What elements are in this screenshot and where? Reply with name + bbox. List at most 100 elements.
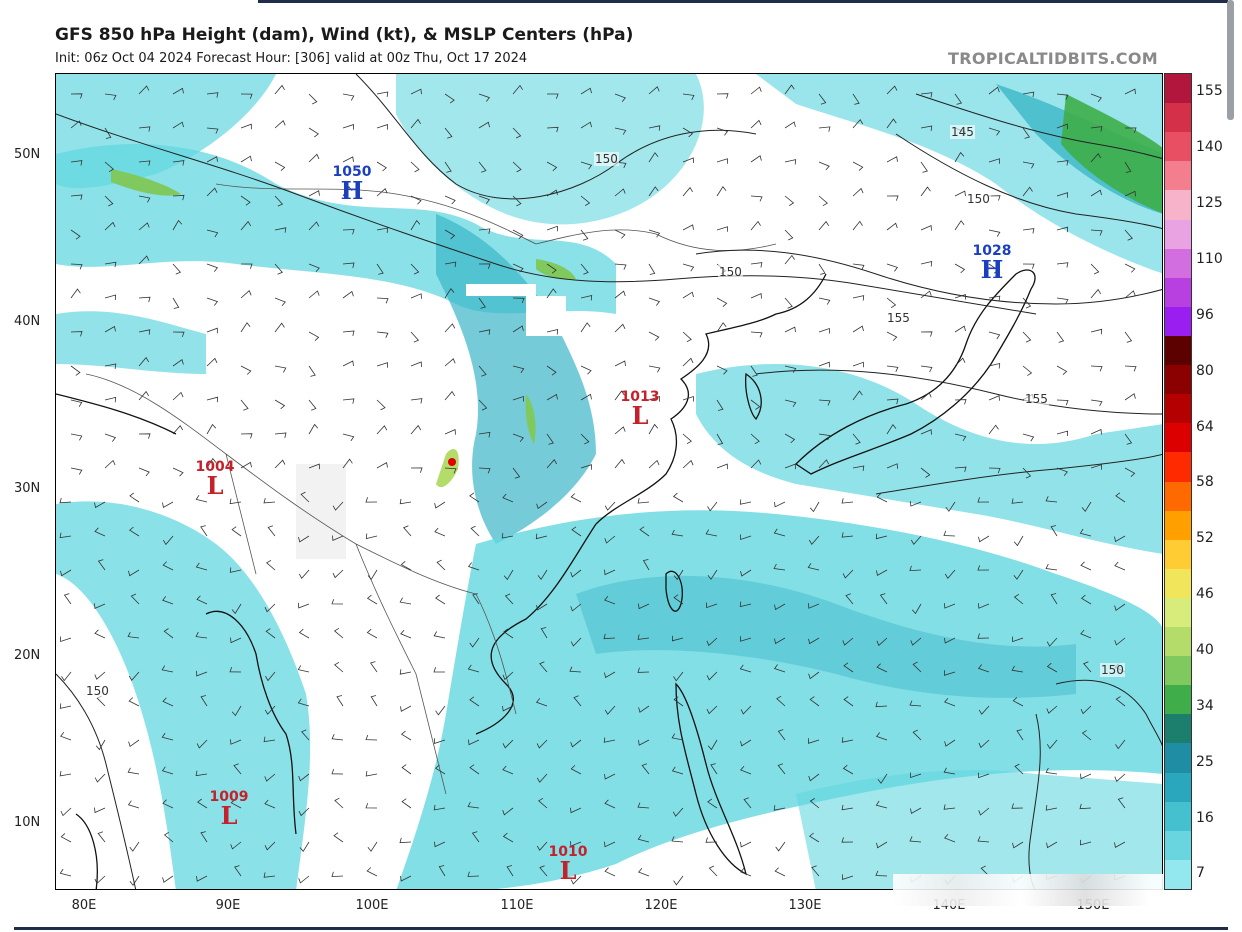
wind-barb (410, 219, 421, 231)
wind-barb (163, 831, 174, 843)
wind-barb (60, 732, 72, 741)
weather-map[interactable] (55, 73, 1163, 890)
wind-barb (920, 186, 931, 197)
wind-barb (852, 263, 865, 270)
colorbar-label: 125 (1196, 195, 1223, 211)
wind-barb (943, 804, 956, 810)
wind-barb (841, 804, 854, 811)
wind-barb (1045, 496, 1058, 503)
wind-barb (773, 805, 786, 811)
wind-barb (138, 356, 150, 367)
wind-barb (988, 295, 1001, 302)
wind-barb (274, 432, 287, 438)
wind-barb (1124, 190, 1136, 197)
wind-barb (400, 629, 412, 639)
wind-barb (920, 429, 932, 435)
wind-barb (365, 734, 378, 741)
wind-barb (410, 88, 422, 95)
wind-barb (1056, 399, 1069, 406)
wind-barb (196, 875, 208, 882)
wind-barb (852, 325, 864, 333)
wind-barb (1115, 492, 1126, 503)
wind-barb (400, 560, 412, 571)
wind-barb (130, 593, 140, 605)
wind-barb (740, 705, 752, 715)
wind-barb (70, 194, 83, 200)
colorbar-label: 155 (1196, 83, 1223, 99)
wind-barb (614, 229, 626, 239)
wind-barb (172, 121, 184, 129)
wind-barb (682, 127, 694, 138)
wind-barb (444, 390, 456, 401)
wind-barb (682, 395, 694, 402)
wind-barb (1090, 365, 1103, 372)
colorbar-label: 140 (1196, 139, 1223, 155)
wind-barb (334, 661, 344, 673)
wind-barb (59, 532, 72, 539)
wind-barb (240, 220, 252, 231)
wind-barb (739, 601, 752, 608)
wind-barb (342, 360, 354, 367)
wind-barb (879, 593, 888, 605)
scrollbar-thumb[interactable] (1227, 0, 1234, 120)
wind-barb (410, 331, 420, 343)
pressure-symbol: L (206, 471, 224, 500)
wind-barb (94, 527, 106, 537)
wind-barb (1090, 93, 1102, 102)
wind-barb (206, 127, 219, 134)
wind-barb (671, 836, 684, 843)
wind-barb (264, 603, 276, 613)
wind-barb (978, 739, 990, 749)
wind-barb (70, 263, 83, 270)
wind-barb (206, 327, 218, 334)
wind-barb (944, 637, 956, 644)
colorbar-segment (1165, 161, 1191, 192)
wind-barb (502, 832, 514, 843)
wind-barb (331, 599, 344, 605)
wind-barb (580, 393, 592, 401)
contour-label: 150 (718, 265, 743, 279)
wind-barb (818, 195, 828, 207)
wind-barb (1114, 637, 1126, 646)
colorbar-segment (1165, 510, 1191, 541)
wind-barb (370, 695, 378, 707)
wind-barb (706, 602, 718, 609)
lat-label-40n: 40N (14, 314, 41, 329)
wind-barb (433, 667, 445, 673)
wind-barb (467, 801, 480, 809)
wind-barb (852, 295, 865, 301)
wind-barb (944, 603, 956, 609)
wind-barb (808, 637, 820, 645)
wind-barb (331, 768, 344, 775)
wind-barb (671, 529, 684, 537)
wind-barb (104, 261, 117, 268)
wind-barb (852, 390, 863, 401)
wind-barb (104, 396, 117, 403)
wind-barb (401, 764, 412, 775)
wind-barb (1022, 228, 1035, 234)
wind-barb (637, 667, 650, 673)
wind-barb (376, 188, 388, 197)
wind-barb (200, 525, 208, 537)
wind-barb (444, 323, 456, 333)
wind-barb (444, 467, 457, 474)
wind-barb (784, 195, 795, 206)
wind-barb (298, 628, 310, 639)
wind-barb (716, 158, 728, 164)
wind-barb (1083, 661, 1092, 673)
wind-barb (912, 729, 922, 741)
wind-barb (604, 501, 616, 511)
wind-barb (410, 293, 422, 299)
wind-barb (206, 297, 219, 306)
wind-barb (172, 467, 184, 477)
wind-barb (988, 263, 999, 274)
wind-barb (230, 637, 242, 644)
wind-barb (912, 661, 922, 673)
wind-barb (410, 361, 422, 368)
lon-label-100e: 100E (355, 898, 389, 913)
wind-barb (580, 121, 592, 129)
wind-barb (886, 118, 897, 129)
wind-barb (570, 493, 582, 503)
wind-barb (671, 733, 684, 741)
wind-barb (538, 797, 548, 809)
